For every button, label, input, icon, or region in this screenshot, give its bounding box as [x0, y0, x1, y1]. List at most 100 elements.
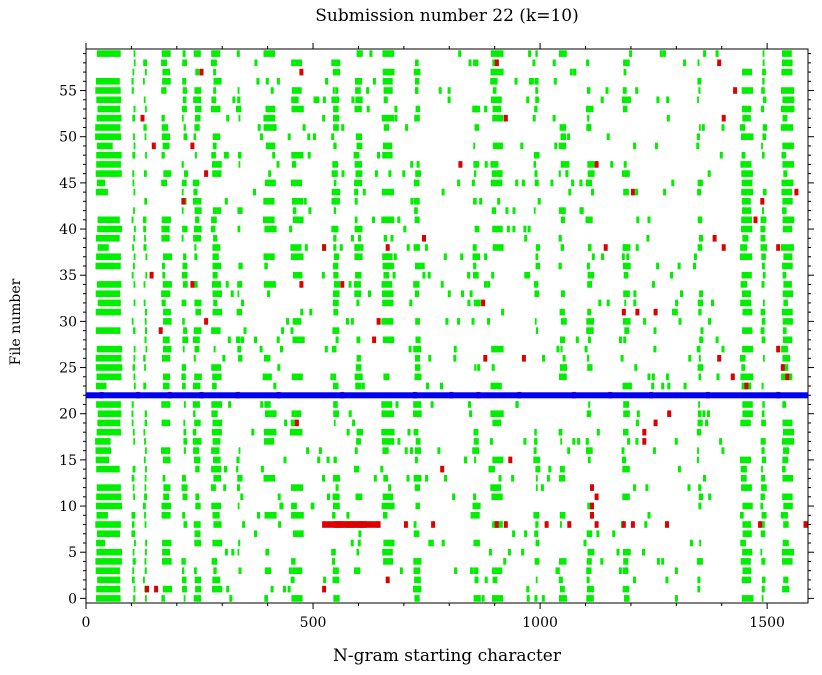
common-ngram-mark	[225, 281, 229, 288]
common-ngram-mark	[410, 198, 414, 205]
common-ngram-mark	[193, 595, 201, 602]
common-ngram-mark	[761, 447, 765, 454]
common-ngram-mark	[781, 244, 794, 251]
common-ngram-mark	[96, 345, 123, 353]
rare-ngram-mark	[503, 114, 508, 122]
common-ngram-mark	[161, 299, 166, 307]
common-ngram-mark	[654, 142, 658, 150]
common-ngram-mark	[213, 475, 221, 482]
common-ngram-mark	[741, 105, 752, 113]
common-ngram-mark	[333, 410, 340, 417]
common-ngram-mark	[181, 373, 186, 381]
common-ngram-mark	[211, 558, 218, 565]
common-ngram-mark	[292, 216, 304, 224]
common-ngram-mark	[265, 105, 276, 113]
common-ngram-mark	[760, 493, 765, 501]
common-ngram-mark	[762, 124, 767, 131]
common-ngram-mark	[183, 401, 186, 408]
common-ngram-mark	[474, 225, 480, 233]
common-ngram-mark	[145, 447, 147, 454]
common-ngram-mark	[415, 105, 420, 113]
common-ngram-mark	[291, 502, 297, 510]
common-ngram-mark	[438, 87, 442, 94]
common-ngram-mark	[212, 207, 222, 214]
common-ngram-mark	[97, 105, 121, 113]
common-ngram-mark	[193, 410, 196, 417]
common-ngram-mark	[183, 438, 188, 445]
common-ngram-mark	[183, 327, 187, 334]
common-ngram-mark	[145, 308, 148, 316]
common-ngram-mark	[238, 355, 243, 362]
common-ngram-mark	[528, 78, 532, 85]
common-ngram-mark	[236, 50, 240, 57]
common-ngram-mark	[183, 447, 186, 454]
common-ngram-mark	[621, 96, 631, 104]
common-ngram-mark	[145, 253, 148, 260]
common-ngram-mark	[473, 595, 481, 602]
y-tick-label: 10	[59, 499, 77, 515]
common-ngram-mark	[213, 299, 218, 307]
common-ngram-mark	[391, 216, 395, 224]
common-ngram-mark	[666, 114, 670, 122]
common-ngram-mark	[290, 419, 296, 427]
common-ngram-mark	[683, 382, 687, 390]
common-ngram-mark	[537, 198, 541, 205]
common-ngram-mark	[527, 225, 531, 233]
common-ngram-mark	[194, 530, 201, 537]
rare-ngram-mark	[590, 512, 594, 519]
common-ngram-mark	[161, 87, 167, 94]
common-ngram-mark	[622, 262, 631, 270]
common-ngram-mark	[354, 373, 363, 381]
common-ngram-mark	[238, 567, 242, 574]
common-ngram-mark	[672, 308, 675, 316]
common-ngram-mark	[425, 475, 429, 482]
common-ngram-mark	[473, 438, 479, 445]
common-ngram-mark	[348, 410, 352, 417]
common-ngram-mark	[161, 235, 170, 242]
common-ngram-mark	[97, 419, 121, 427]
common-ngram-mark	[560, 244, 564, 251]
common-ngram-mark	[132, 465, 136, 473]
common-ngram-mark	[761, 382, 764, 390]
common-ngram-mark	[696, 133, 700, 140]
common-ngram-mark	[95, 438, 111, 445]
common-ngram-mark	[381, 502, 395, 510]
common-ngram-mark	[620, 355, 624, 362]
rare-ngram-mark	[204, 170, 209, 177]
common-ngram-mark	[212, 290, 222, 297]
common-ngram-mark	[473, 262, 477, 270]
common-ngram-mark	[254, 59, 258, 67]
common-ngram-mark	[265, 78, 269, 85]
common-ngram-mark	[559, 558, 567, 565]
common-ngram-mark	[537, 465, 541, 473]
common-ngram-mark	[144, 493, 147, 501]
common-ngram-mark	[310, 502, 314, 510]
common-ngram-mark	[506, 225, 510, 233]
common-ngram-mark	[133, 382, 136, 390]
common-ngram-mark	[678, 318, 682, 325]
common-ngram-mark	[251, 428, 255, 436]
common-ngram-mark	[372, 78, 376, 85]
common-ngram-mark	[292, 336, 302, 344]
common-ngram-mark	[761, 595, 764, 602]
common-ngram-mark	[410, 447, 413, 454]
common-ngram-mark	[479, 198, 483, 205]
common-ngram-mark	[235, 336, 241, 344]
common-ngram-mark	[622, 105, 628, 113]
common-ngram-mark	[623, 68, 627, 76]
common-ngram-mark	[132, 484, 135, 491]
common-ngram-mark	[761, 419, 766, 427]
common-ngram-mark	[352, 419, 356, 427]
common-ngram-mark	[268, 170, 272, 177]
common-ngram-mark	[716, 373, 720, 381]
common-ngram-mark	[535, 521, 539, 528]
common-ngram-mark	[133, 105, 136, 113]
common-ngram-mark	[145, 151, 147, 159]
common-ngram-mark	[783, 253, 793, 260]
common-ngram-mark	[241, 299, 244, 307]
common-ngram-mark	[550, 179, 554, 187]
common-ngram-mark	[211, 96, 217, 104]
common-ngram-mark	[528, 50, 532, 57]
common-ngram-mark	[562, 355, 566, 362]
common-ngram-mark	[665, 373, 669, 381]
